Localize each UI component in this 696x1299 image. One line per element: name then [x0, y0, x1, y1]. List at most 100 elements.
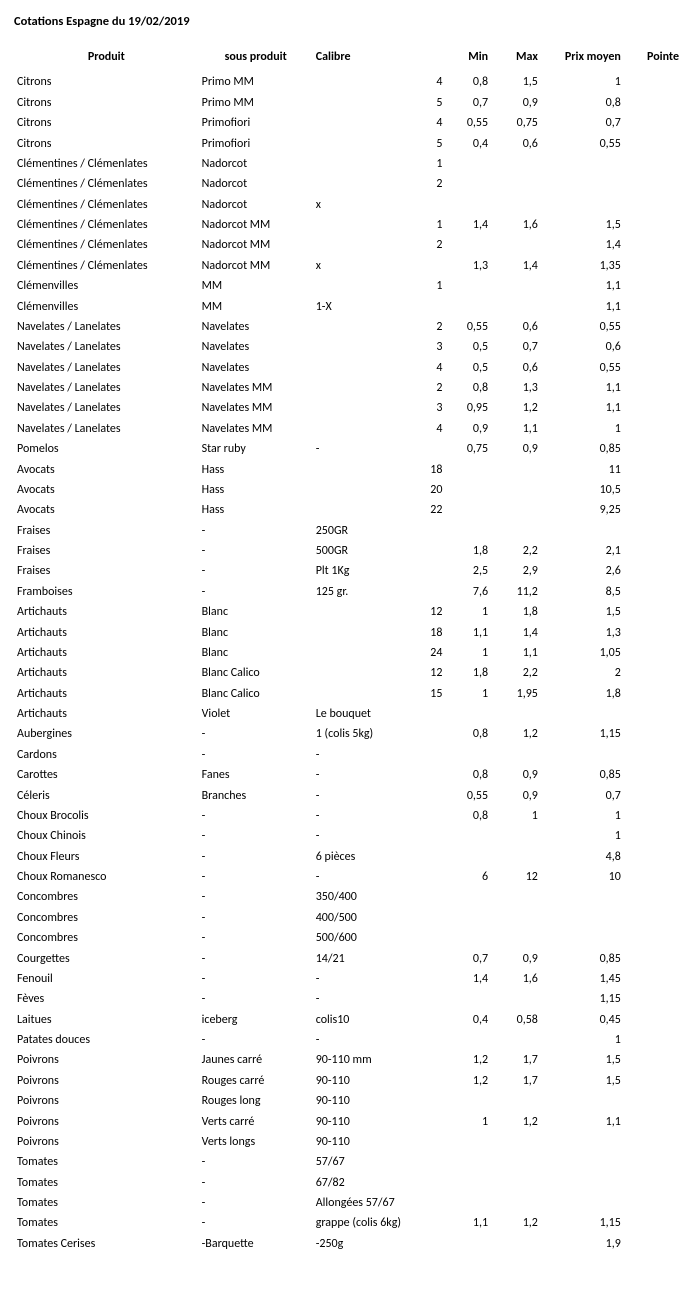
table-cell: 90-110 [313, 1091, 408, 1111]
table-cell: - [199, 806, 313, 826]
table-cell [624, 663, 682, 683]
table-cell: 2,2 [491, 541, 541, 561]
table-cell [408, 989, 445, 1009]
table-row: AvocatsHass229,25 [14, 500, 682, 520]
table-cell [445, 887, 491, 907]
table-cell [491, 846, 541, 866]
table-cell: 0,4 [445, 1009, 491, 1029]
table-cell [624, 1152, 682, 1172]
table-cell [624, 113, 682, 133]
table-cell: 1,8 [445, 541, 491, 561]
table-cell: 0,6 [491, 133, 541, 153]
table-cell: Artichauts [14, 602, 199, 622]
table-cell: 20 [408, 480, 445, 500]
table-cell: 1,1 [491, 419, 541, 439]
table-cell [445, 235, 491, 255]
table-cell [624, 317, 682, 337]
table-cell: 12 [408, 602, 445, 622]
table-cell [445, 745, 491, 765]
table-cell: - [199, 846, 313, 866]
table-cell: Aubergines [14, 724, 199, 744]
table-cell [408, 969, 445, 989]
table-cell: Céleris [14, 785, 199, 805]
table-cell: Clémentines / Clémenlates [14, 154, 199, 174]
table-cell [624, 133, 682, 153]
table-cell: 1,8 [491, 602, 541, 622]
table-cell: 1,35 [541, 256, 624, 276]
table-cell [624, 826, 682, 846]
table-cell [408, 520, 445, 540]
table-cell: Clémentines / Clémenlates [14, 235, 199, 255]
table-cell: 0,55 [541, 317, 624, 337]
table-cell [491, 1091, 541, 1111]
table-cell: 1 [541, 806, 624, 826]
table-cell: 1,1 [445, 1213, 491, 1233]
table-row: Fraises-250GR [14, 520, 682, 540]
table-cell: Laitues [14, 1009, 199, 1029]
table-cell [541, 154, 624, 174]
cotations-table: Produit sous produit Calibre Min Max Pri… [14, 47, 682, 1254]
table-cell: Navelates / Lanelates [14, 398, 199, 418]
table-cell [624, 194, 682, 214]
table-cell: Courgettes [14, 948, 199, 968]
table-cell: Tomates [14, 1193, 199, 1213]
table-cell: 4,8 [541, 846, 624, 866]
table-cell: - [199, 724, 313, 744]
table-cell: 1,1 [541, 276, 624, 296]
table-cell: - [199, 520, 313, 540]
table-cell [313, 459, 408, 479]
table-cell: 1,7 [491, 1071, 541, 1091]
table-body: CitronsPrimo MM40,81,51CitronsPrimo MM50… [14, 72, 682, 1254]
table-cell: Avocats [14, 500, 199, 520]
table-cell: - [199, 1172, 313, 1192]
table-cell: - [313, 826, 408, 846]
table-row: Tomates Cerises-Barquette-250g1,9 [14, 1234, 682, 1254]
table-cell: 1,2 [491, 1213, 541, 1233]
table-cell: 1 [491, 806, 541, 826]
table-cell: - [199, 948, 313, 968]
table-row: Choux Brocolis--0,811 [14, 806, 682, 826]
table-cell [541, 908, 624, 928]
table-cell: Citrons [14, 133, 199, 153]
table-cell: 1 [541, 1030, 624, 1050]
table-cell: 1,15 [541, 1213, 624, 1233]
table-cell [491, 928, 541, 948]
table-cell [313, 683, 408, 703]
table-row: CitronsPrimo MM50,70,90,8 [14, 93, 682, 113]
table-cell: Hass [199, 500, 313, 520]
table-row: ArtichautsBlanc181,11,41,3 [14, 622, 682, 642]
table-cell [445, 846, 491, 866]
table-row: Concombres-500/600 [14, 928, 682, 948]
table-cell: Navelates [199, 317, 313, 337]
table-cell: Blanc [199, 602, 313, 622]
table-cell [491, 174, 541, 194]
table-cell [491, 1152, 541, 1172]
table-cell: 0,55 [445, 317, 491, 337]
table-cell: - [199, 541, 313, 561]
table-cell: 125 gr. [313, 582, 408, 602]
table-row: Clémentines / ClémenlatesNadorcot MM11,4… [14, 215, 682, 235]
table-cell: Clémenvilles [14, 296, 199, 316]
table-row: Tomates-57/67 [14, 1152, 682, 1172]
table-cell [313, 72, 408, 92]
table-cell [445, 500, 491, 520]
table-row: PoivronsVerts carré90-11011,21,1 [14, 1111, 682, 1131]
table-cell: 4 [408, 357, 445, 377]
table-cell [313, 357, 408, 377]
table-cell: - [199, 989, 313, 1009]
table-cell: 1,7 [491, 1050, 541, 1070]
table-cell: - [313, 969, 408, 989]
table-cell: colis10 [313, 1009, 408, 1029]
col-header-max: Max [491, 47, 541, 72]
table-row: PoivronsJaunes carré90-110 mm1,21,71,5 [14, 1050, 682, 1070]
table-cell [408, 948, 445, 968]
col-header-pointe: Pointe [624, 47, 682, 72]
table-row: ClémenvillesMM1-X1,1 [14, 296, 682, 316]
table-cell: 0,8 [445, 806, 491, 826]
table-cell [624, 602, 682, 622]
table-cell: 1,4 [491, 622, 541, 642]
table-cell: Navelates MM [199, 419, 313, 439]
table-row: ArtichautsBlanc Calico1511,951,8 [14, 683, 682, 703]
table-cell: Allongées 57/67 [313, 1193, 408, 1213]
table-cell [408, 256, 445, 276]
